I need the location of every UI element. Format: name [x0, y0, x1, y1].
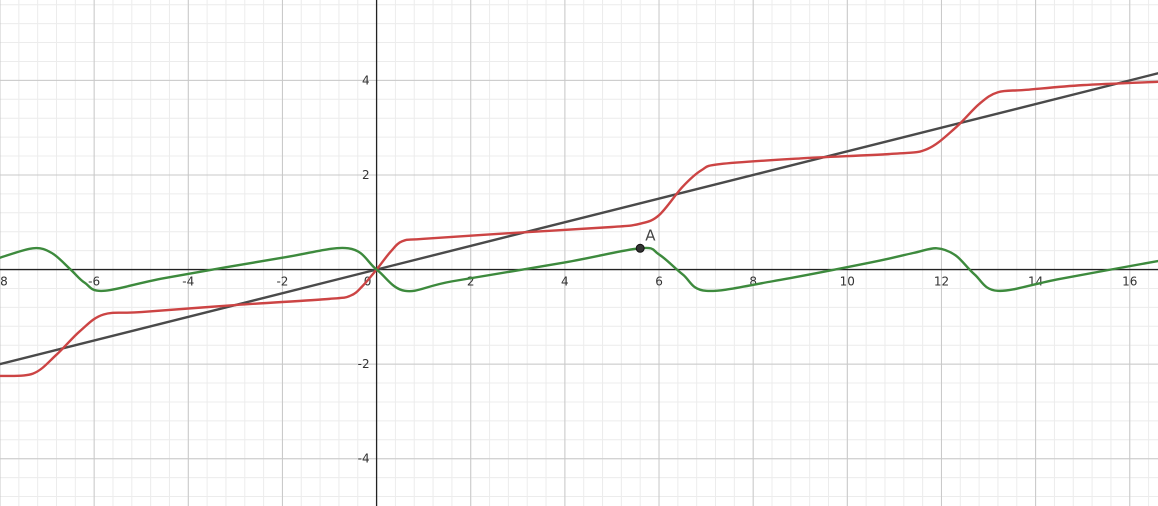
x-tick-label: 8 [0, 275, 8, 289]
x-tick-label: 10 [840, 275, 855, 289]
y-tick-label: -4 [358, 452, 370, 466]
x-tick-label: 2 [467, 275, 475, 289]
x-tick-label: -6 [88, 275, 100, 289]
point-label: A [645, 226, 656, 244]
x-tick-label: 8 [749, 275, 757, 289]
x-tick-label: 6 [655, 275, 663, 289]
y-tick-label: -2 [358, 357, 370, 371]
points-layer[interactable]: A [635, 226, 656, 253]
x-tick-label: 4 [561, 275, 569, 289]
y-tick-label: 4 [362, 73, 370, 87]
series-layer [0, 72, 1158, 378]
x-tick-label: -4 [182, 275, 194, 289]
x-tick-label: 16 [1122, 275, 1137, 289]
point-marker[interactable] [635, 243, 645, 253]
y-tick-label: 2 [362, 168, 370, 182]
x-tick-label: 12 [934, 275, 949, 289]
x-tick-label: -2 [276, 275, 288, 289]
line-series [0, 72, 1158, 366]
red-curve-series [0, 80, 1158, 378]
green-curve-series [0, 246, 1158, 293]
